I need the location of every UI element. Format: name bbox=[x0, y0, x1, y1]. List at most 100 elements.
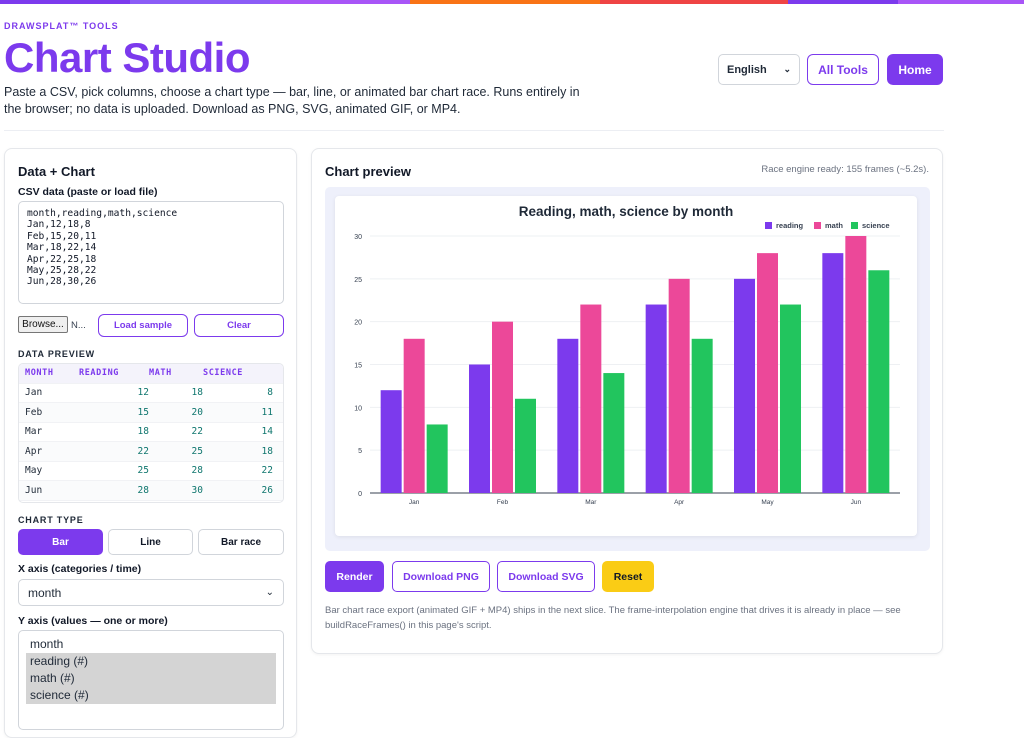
chart-card: Reading, math, science by month reading … bbox=[335, 196, 917, 536]
chart-type-bar-button[interactable]: Bar bbox=[18, 529, 103, 555]
legend-item: math bbox=[814, 221, 843, 230]
bar-science bbox=[691, 338, 713, 493]
y-tick-label: 20 bbox=[354, 320, 362, 327]
chart-title: Reading, math, science by month bbox=[518, 204, 734, 219]
chart-type-line-button[interactable]: Line bbox=[108, 529, 193, 555]
csv-textarea[interactable] bbox=[18, 201, 284, 304]
bar-reading bbox=[822, 253, 844, 493]
x-axis-value: month bbox=[28, 585, 62, 600]
table-cell: Mar bbox=[25, 426, 43, 438]
bar-science bbox=[868, 270, 890, 493]
bar-math bbox=[403, 338, 425, 493]
y-option-selected[interactable]: reading (#) bbox=[26, 653, 276, 670]
download-png-button[interactable]: Download PNG bbox=[392, 561, 490, 592]
bar-math bbox=[845, 236, 867, 493]
language-select[interactable]: English ⌄ bbox=[718, 54, 800, 85]
reset-button[interactable]: Reset bbox=[602, 561, 654, 592]
y-option[interactable]: month bbox=[30, 637, 64, 651]
bar-science bbox=[603, 373, 625, 493]
table-cell: 20 bbox=[191, 406, 203, 418]
accent-stripe bbox=[0, 0, 130, 4]
table-cell: 18 bbox=[137, 426, 149, 438]
y-tick-label: 25 bbox=[354, 277, 362, 284]
header-divider bbox=[4, 130, 944, 131]
x-tick-label: Feb bbox=[497, 499, 509, 506]
csv-label: CSV data (paste or load file) bbox=[18, 186, 158, 198]
x-axis-select[interactable]: month ⌄ bbox=[18, 579, 284, 606]
table-cell: 12 bbox=[137, 387, 149, 399]
clear-button[interactable]: Clear bbox=[194, 314, 284, 337]
bar-math bbox=[757, 253, 778, 493]
data-preview-label: DATA PREVIEW bbox=[18, 349, 95, 359]
y-tick-label: 5 bbox=[358, 448, 362, 455]
x-axis-label: X axis (categories / time) bbox=[18, 563, 142, 575]
data-preview-table: MONTH READING MATH SCIENCE Jan 12 18 8 F… bbox=[18, 363, 284, 503]
y-axis-multiselect[interactable]: month reading (#) math (#) science (#) bbox=[18, 630, 284, 730]
legend-label: math bbox=[825, 221, 843, 230]
y-tick-label: 0 bbox=[358, 491, 362, 498]
brand-label: DRAWSPLAT™ TOOLS bbox=[4, 21, 119, 31]
page: DRAWSPLAT™ TOOLS Chart Studio Paste a CS… bbox=[4, 0, 944, 738]
x-tick-label: Jan bbox=[409, 499, 420, 506]
table-cell: 8 bbox=[267, 387, 273, 399]
y-axis-label: Y axis (values — one or more) bbox=[18, 615, 168, 627]
x-tick-label: Mar bbox=[585, 499, 597, 506]
table-cell: 22 bbox=[261, 465, 273, 477]
page-title: Chart Studio bbox=[4, 34, 250, 81]
column-header: MATH bbox=[149, 368, 172, 379]
table-cell: Apr bbox=[25, 445, 43, 457]
legend-item: reading bbox=[765, 221, 803, 230]
browse-file-button[interactable]: Browse... bbox=[18, 316, 68, 333]
render-button[interactable]: Render bbox=[325, 561, 384, 592]
x-tick-label: Jun bbox=[851, 499, 862, 506]
export-note: Bar chart race export (animated GIF + MP… bbox=[325, 605, 901, 631]
chevron-down-icon: ⌄ bbox=[783, 64, 791, 74]
chart-type-bar-race-button[interactable]: Bar race bbox=[198, 529, 284, 555]
accent-topbar bbox=[0, 0, 1024, 4]
accent-stripe bbox=[410, 0, 600, 4]
bar-reading bbox=[469, 364, 490, 493]
bar-math bbox=[668, 278, 690, 493]
bar-chart: 0 5 10 15 20 25 30 Jan Feb Mar Apr May Jun bbox=[354, 234, 900, 506]
bar-science bbox=[515, 398, 536, 493]
y-option-selected[interactable]: science (#) bbox=[26, 687, 276, 704]
file-name: N... bbox=[71, 320, 86, 331]
accent-stripe bbox=[600, 0, 788, 4]
bar-reading bbox=[645, 304, 667, 493]
all-tools-button[interactable]: All Tools bbox=[807, 54, 879, 85]
table-cell: 28 bbox=[191, 465, 203, 477]
bar-reading bbox=[380, 390, 402, 493]
legend-swatch bbox=[851, 222, 858, 229]
bar-math bbox=[580, 304, 602, 493]
table-cell: 18 bbox=[191, 387, 203, 399]
table-cell: 26 bbox=[261, 484, 273, 496]
table-cell: 30 bbox=[191, 484, 203, 496]
home-button[interactable]: Home bbox=[887, 54, 943, 85]
chart-type-label: CHART TYPE bbox=[18, 515, 84, 525]
data-chart-panel: Data + Chart CSV data (paste or load fil… bbox=[4, 148, 297, 738]
table-cell: 18 bbox=[261, 445, 273, 457]
panel-heading: Chart preview bbox=[325, 164, 411, 179]
table-cell: 11 bbox=[261, 406, 273, 418]
table-cell: 25 bbox=[191, 445, 203, 457]
bar-science bbox=[426, 424, 448, 493]
table-row: Mar 18 22 14 bbox=[19, 423, 283, 442]
table-cell: Jun bbox=[25, 484, 43, 496]
y-tick-label: 30 bbox=[354, 234, 362, 241]
bar-reading bbox=[734, 278, 755, 493]
legend-swatch bbox=[814, 222, 821, 229]
accent-stripe bbox=[788, 0, 898, 4]
y-option-selected[interactable]: math (#) bbox=[26, 670, 276, 687]
bar-science bbox=[780, 304, 801, 493]
legend-swatch bbox=[765, 222, 772, 229]
load-sample-button[interactable]: Load sample bbox=[98, 314, 188, 337]
table-cell: 15 bbox=[137, 406, 149, 418]
chart-preview-panel: Chart preview Race engine ready: 155 fra… bbox=[311, 148, 943, 654]
accent-stripe bbox=[898, 0, 1024, 4]
table-cell: Feb bbox=[25, 406, 43, 418]
table-cell: 14 bbox=[261, 426, 273, 438]
download-svg-button[interactable]: Download SVG bbox=[497, 561, 595, 592]
bar-math bbox=[492, 321, 513, 493]
table-cell: 22 bbox=[137, 445, 149, 457]
x-tick-label: May bbox=[761, 499, 774, 506]
